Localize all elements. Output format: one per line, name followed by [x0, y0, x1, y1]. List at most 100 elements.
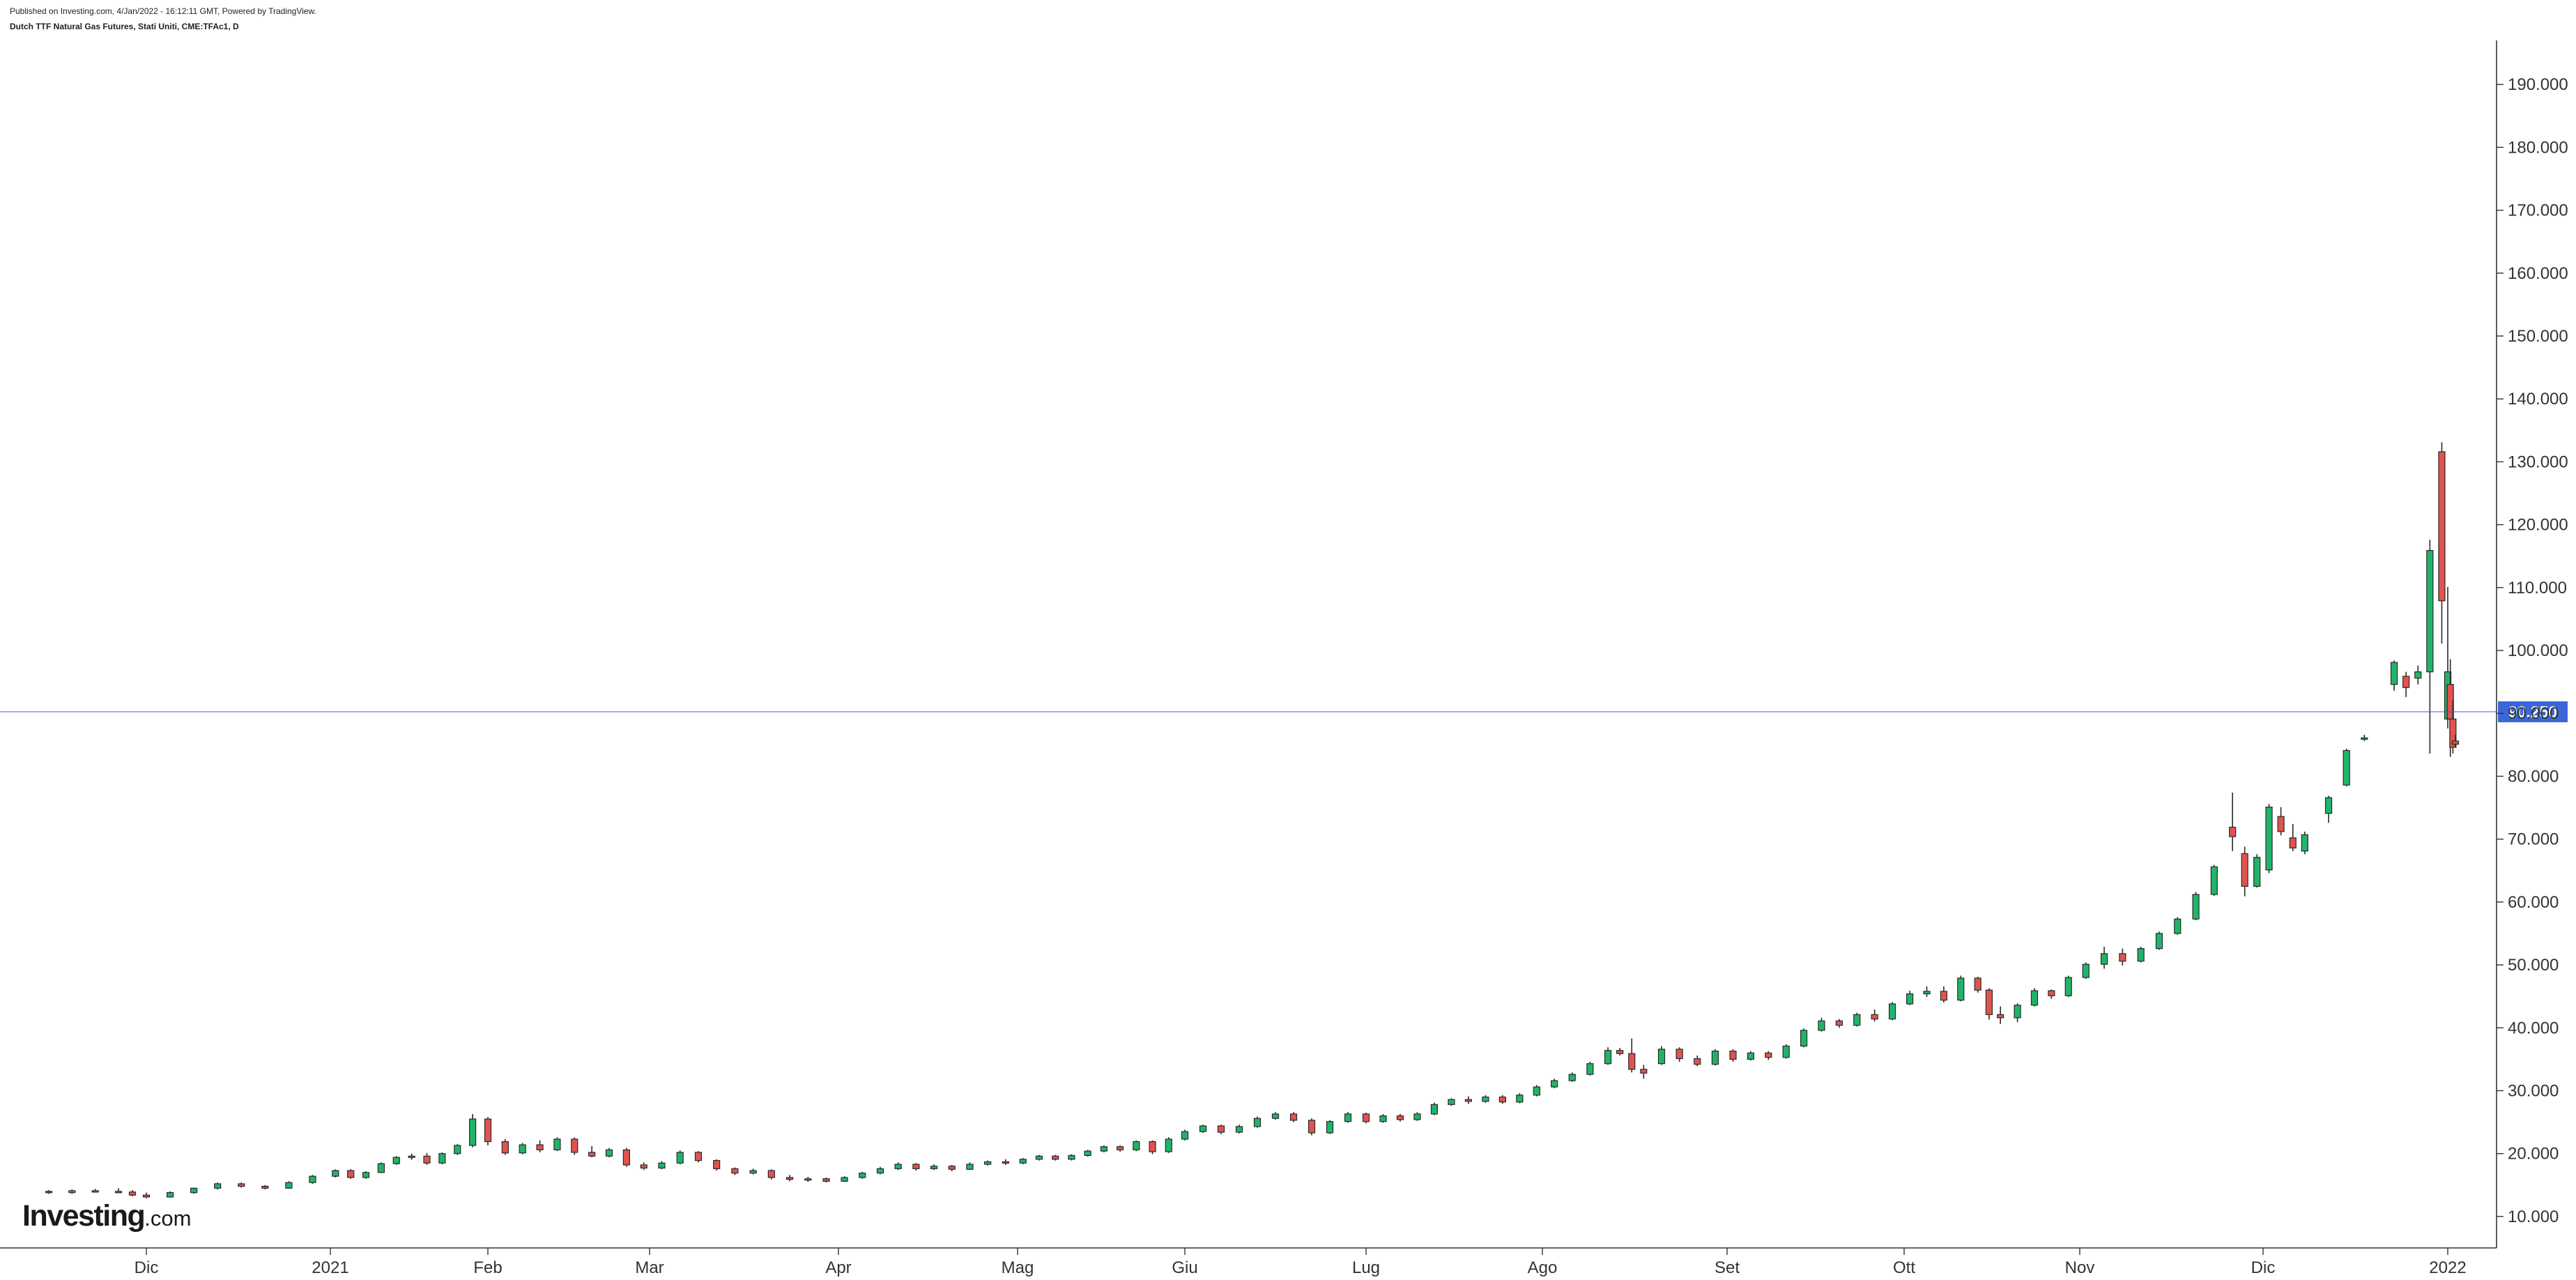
candle-body-up: [1199, 1125, 1207, 1132]
candle-body-up: [2174, 918, 2182, 934]
candle: [731, 1167, 739, 1175]
candle: [68, 1189, 76, 1194]
candle-body-down: [622, 1149, 630, 1166]
candle-body-down: [2451, 740, 2460, 745]
candle-body-down: [142, 1194, 151, 1198]
candle: [1888, 1002, 1896, 1021]
candle-body-up: [1448, 1099, 1455, 1105]
candle: [2119, 948, 2126, 966]
candle: [822, 1177, 830, 1183]
candle-body-up: [749, 1170, 757, 1174]
candle: [1782, 1044, 1790, 1059]
candle: [876, 1166, 884, 1175]
candle-body-down: [2119, 953, 2126, 962]
candle-body-up: [804, 1178, 812, 1181]
candle: [2082, 962, 2090, 979]
candle: [2289, 823, 2297, 851]
candle-body-down: [694, 1152, 703, 1161]
candle-body-up: [1853, 1014, 1861, 1026]
candle: [713, 1159, 721, 1171]
candle-body-up: [553, 1138, 561, 1150]
candle: [2064, 975, 2072, 998]
candle-body-up: [285, 1182, 293, 1189]
x-tick-label: Feb: [473, 1258, 502, 1277]
y-tick-label: 40.000: [2508, 1019, 2559, 1037]
candle: [2277, 807, 2285, 836]
x-tick-label: Set: [1715, 1258, 1740, 1277]
candle-body-down: [822, 1178, 830, 1182]
candle-body-down: [713, 1160, 721, 1169]
y-tick-label: 80.000: [2508, 767, 2559, 786]
candle-body-down: [114, 1191, 123, 1194]
candle: [1550, 1079, 1558, 1088]
x-tick-label: 2022: [2429, 1258, 2466, 1277]
candle-body-up: [876, 1168, 884, 1174]
y-tick-label: 140.000: [2508, 390, 2568, 409]
candle: [438, 1152, 446, 1165]
candle-body-up: [1533, 1086, 1540, 1096]
candle: [1516, 1093, 1524, 1104]
x-tick-label: Nov: [2065, 1258, 2095, 1277]
y-tick-label: 160.000: [2508, 264, 2568, 283]
candle-body-down: [1616, 1050, 1624, 1054]
candle: [930, 1164, 938, 1171]
candle-body-down: [2277, 816, 2285, 832]
candles-layer: [45, 442, 2460, 1198]
candle-body-up: [984, 1161, 992, 1165]
candle-body-down: [1149, 1141, 1156, 1152]
candle: [392, 1156, 400, 1165]
candle: [1940, 986, 1948, 1003]
candle-body-down: [347, 1170, 355, 1178]
candle: [1068, 1154, 1075, 1161]
candle: [785, 1175, 794, 1182]
candle: [519, 1143, 526, 1155]
candle-body-up: [332, 1170, 339, 1177]
candle: [1906, 991, 1914, 1005]
candle: [190, 1187, 198, 1194]
candle: [1253, 1116, 1262, 1128]
candle-body-up: [2155, 933, 2163, 950]
candle-body-down: [1362, 1113, 1370, 1122]
candle: [2324, 795, 2333, 823]
candle-body-up: [1084, 1150, 1091, 1156]
candle-body-down: [912, 1164, 920, 1169]
candle-body-up: [1516, 1095, 1524, 1103]
candle: [536, 1140, 544, 1152]
candle: [2174, 917, 2182, 935]
candle-body-up: [1100, 1146, 1107, 1152]
x-tick-label: Dic: [2251, 1258, 2276, 1277]
candle: [1800, 1028, 1808, 1048]
candle-body-up: [1550, 1080, 1558, 1088]
candle: [1729, 1049, 1737, 1062]
candle-body-down: [1396, 1115, 1404, 1120]
candle: [484, 1117, 492, 1145]
candle: [166, 1191, 174, 1198]
candle-body-down: [1974, 977, 1981, 991]
candle-body-down: [1835, 1020, 1843, 1026]
candle-body-up: [2343, 749, 2350, 786]
candle: [1448, 1098, 1455, 1106]
candle: [588, 1145, 596, 1158]
candle-body-up: [1568, 1074, 1576, 1081]
candle: [1657, 1046, 1666, 1065]
candle: [571, 1137, 578, 1155]
candle-body-up: [68, 1190, 76, 1194]
y-axis: 10.000 20.000 30.000 40.000 50.000 60.000 70.0…: [2496, 40, 2568, 1248]
candle-body-down: [1729, 1051, 1737, 1060]
candle-body-up: [2265, 807, 2273, 871]
candle-body-up: [438, 1153, 446, 1164]
candle-body-up: [2192, 894, 2200, 920]
candle: [1676, 1047, 1683, 1062]
candle-body-up: [2301, 834, 2308, 852]
candle: [1835, 1019, 1843, 1028]
candle: [238, 1182, 245, 1188]
candle: [894, 1162, 902, 1171]
candle-body-down: [1116, 1146, 1124, 1150]
candle: [1235, 1125, 1243, 1134]
candle-body-up: [1586, 1063, 1594, 1075]
candle-body-up: [1888, 1003, 1896, 1020]
candle: [2301, 831, 2308, 855]
candle-body-up: [1133, 1141, 1140, 1150]
y-tick-label: 10.000: [2508, 1207, 2559, 1226]
